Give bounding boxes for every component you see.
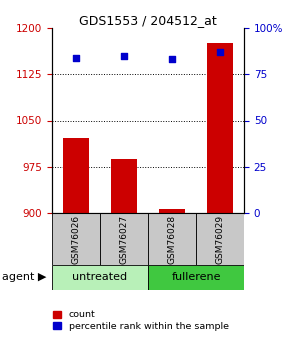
Bar [148, 213, 196, 265]
Point [170, 57, 174, 62]
Text: untreated: untreated [72, 273, 128, 283]
Text: GSM76028: GSM76028 [168, 215, 177, 264]
Text: GSM76029: GSM76029 [215, 215, 224, 264]
Bar [52, 213, 100, 265]
Text: agent ▶: agent ▶ [2, 273, 46, 283]
Bar [207, 43, 233, 213]
Title: GDS1553 / 204512_at: GDS1553 / 204512_at [79, 14, 217, 27]
Bar [63, 138, 89, 213]
Text: GSM76027: GSM76027 [119, 215, 128, 264]
Bar [52, 265, 148, 290]
Text: fullerene: fullerene [171, 273, 221, 283]
Bar [196, 213, 244, 265]
Point [74, 55, 78, 60]
Point [218, 49, 222, 55]
Bar [148, 265, 244, 290]
Text: GSM76026: GSM76026 [72, 215, 81, 264]
Bar [159, 209, 185, 213]
Legend: count, percentile rank within the sample: count, percentile rank within the sample [51, 308, 231, 333]
Bar [100, 213, 148, 265]
Bar [111, 159, 137, 213]
Point [122, 53, 126, 59]
